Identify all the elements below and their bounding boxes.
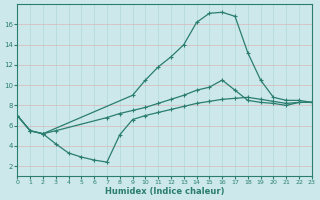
- X-axis label: Humidex (Indice chaleur): Humidex (Indice chaleur): [105, 187, 224, 196]
